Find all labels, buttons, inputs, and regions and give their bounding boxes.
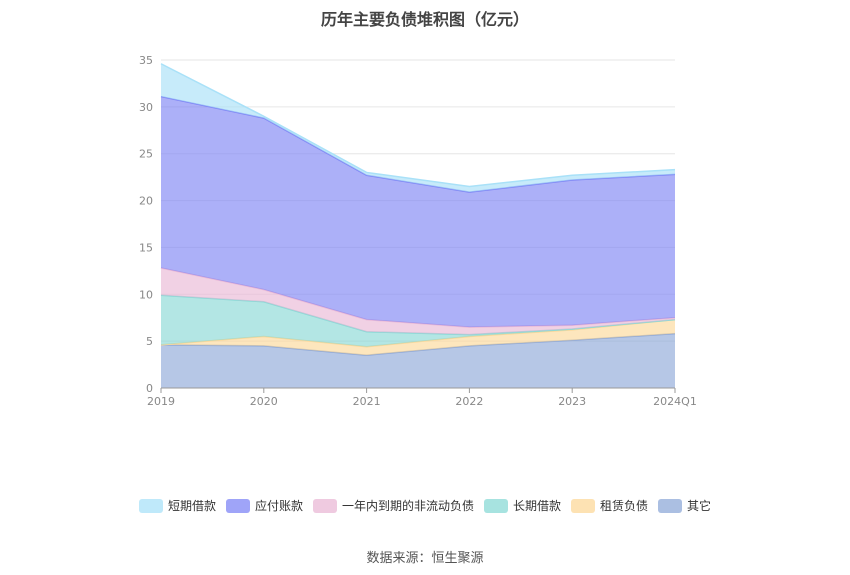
legend: 短期借款 应付账款 一年内到期的非流动负债 长期借款 租赁负债 其它 [0,497,850,514]
y-tick-label: 10 [139,288,153,301]
y-tick-label: 0 [146,382,153,395]
legend-swatch [225,498,250,513]
y-tick-label: 30 [139,101,153,114]
legend-label: 租赁负债 [600,499,649,513]
line-series-0 [160,332,676,356]
legend-swatch [138,498,163,513]
y-tick-label: 25 [139,148,153,161]
x-tick-label: 2020 [250,395,278,408]
line-series-5 [160,63,676,188]
legend-label: 应付账款 [254,499,303,513]
area-series-0 [161,333,675,388]
legend-item[interactable]: 一年内到期的非流动负债 [312,497,474,514]
legend-label: 其它 [687,499,712,513]
area-series-1 [161,319,675,356]
legend-item[interactable]: 应付账款 [225,497,303,514]
stacked-area-chart: 0 5 10 15 20 25 30 35 2019 2020 2021 2022 2023 2024Q1 [139,54,697,408]
x-tick-label: 2021 [353,395,381,408]
legend-label: 长期借款 [513,499,562,513]
x-tick-label: 2023 [558,395,586,408]
y-tick-label: 35 [139,54,153,67]
x-tick-label: 2019 [147,395,175,408]
legend-swatch [658,498,683,513]
area-series-4 [161,96,675,328]
legend-label: 短期借款 [167,499,216,513]
source-note: 数据来源：恒生聚源 [366,551,484,566]
chart-title: 历年主要负债堆积图（亿元） [320,10,529,29]
y-tick-label: 20 [139,195,153,208]
legend-swatch [484,498,508,513]
legend-item[interactable]: 长期借款 [484,497,561,514]
legend-item[interactable]: 其它 [658,497,711,514]
area-series-2 [161,295,675,347]
y-tick-label: 5 [146,335,153,348]
x-tick-label: 2024Q1 [653,395,697,408]
y-tick-label: 15 [139,241,153,254]
legend-swatch [312,498,337,513]
legend-item[interactable]: 租赁负债 [571,497,648,514]
legend-label: 一年内到期的非流动负债 [341,499,474,513]
legend-swatch [571,498,596,513]
area-series-3 [161,268,675,335]
legend-item[interactable]: 短期借款 [138,497,216,514]
x-tick-label: 2022 [455,395,483,408]
